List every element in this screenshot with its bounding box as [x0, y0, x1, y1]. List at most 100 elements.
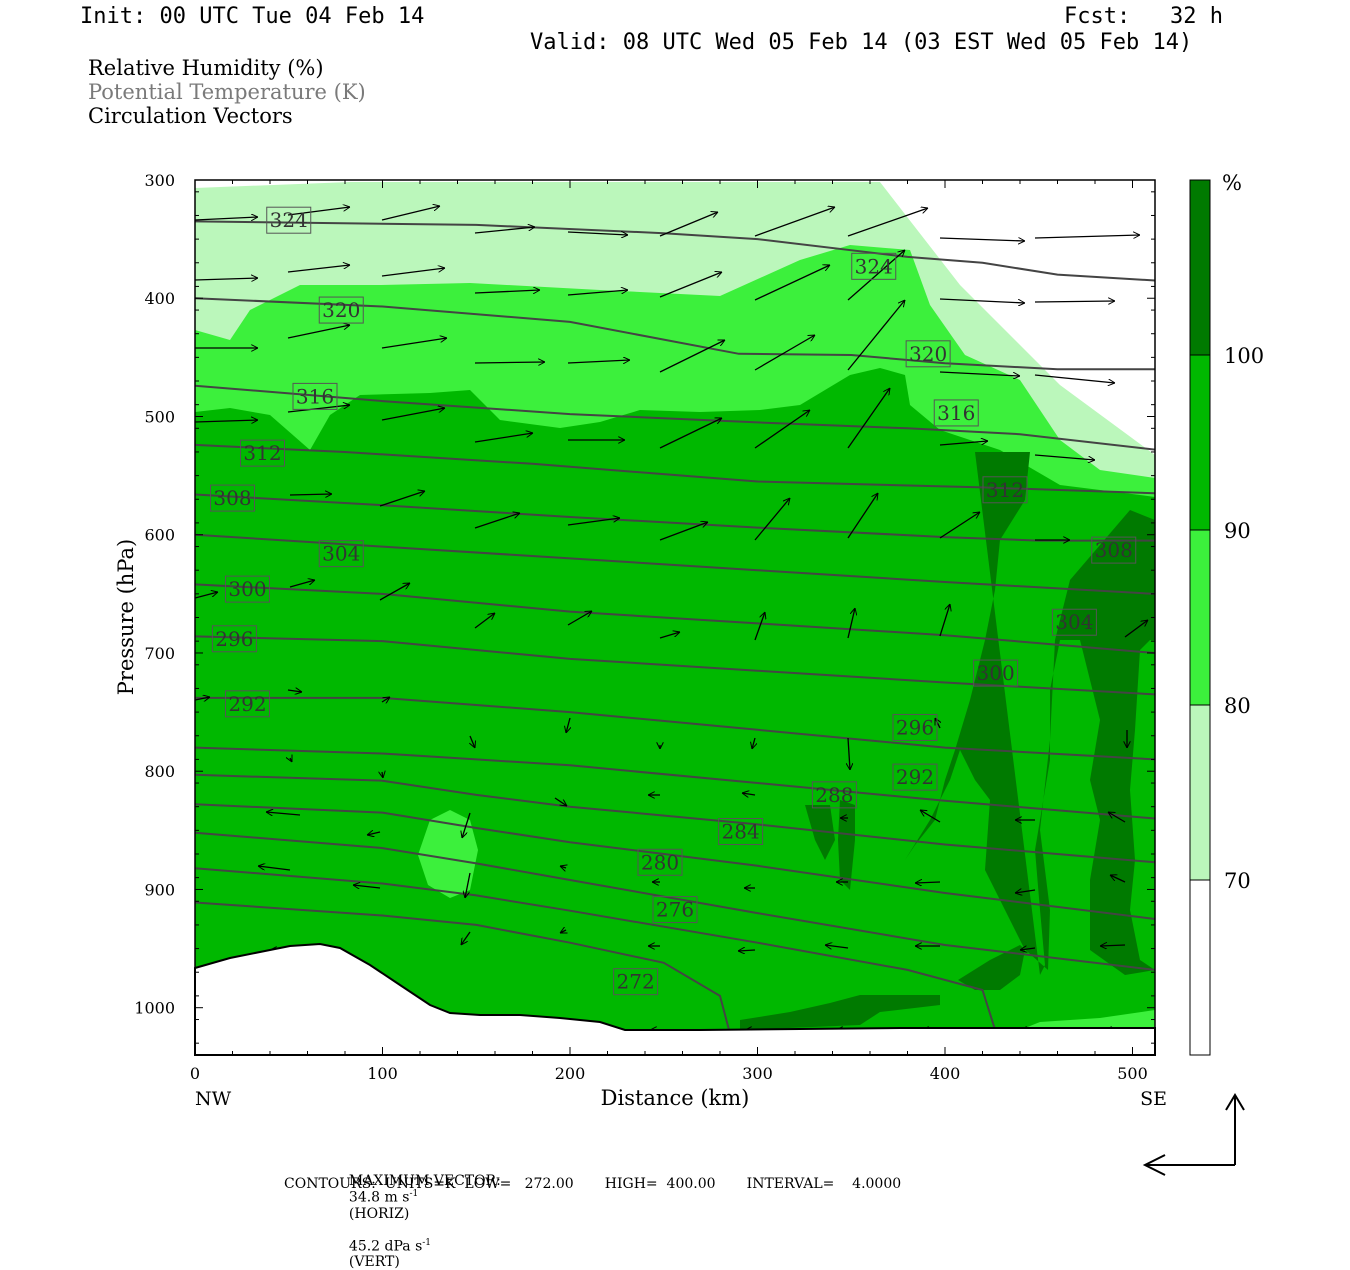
- theta-contour-line: [195, 867, 997, 1032]
- x-tick-label: 200: [555, 1064, 586, 1083]
- colorbar-segment: [1190, 705, 1210, 880]
- contour-label: 304: [1055, 610, 1093, 634]
- contour-label: 312: [243, 441, 281, 465]
- circulation-vector: [554, 797, 567, 806]
- circulation-vector: [1110, 875, 1126, 883]
- x-end-label-right: SE: [1140, 1088, 1167, 1110]
- contour-label: 276: [656, 898, 694, 922]
- circulation-vector: [381, 697, 390, 702]
- contour-label-box: [652, 896, 698, 924]
- circulation-vector: [381, 268, 445, 277]
- circulation-vector: [474, 290, 540, 293]
- circulation-vector: [939, 512, 980, 539]
- circulation-vector: [367, 832, 381, 835]
- contour-label: 312: [986, 478, 1024, 502]
- circulation-vector: [381, 206, 440, 221]
- forecast-hour: Fcst: 32 h: [1064, 4, 1223, 29]
- theta-contour-line: [195, 533, 1155, 595]
- circulation-vector: [915, 882, 941, 883]
- legend-theta: Potential Temperature (K): [88, 80, 366, 104]
- circulation-vector: [754, 410, 810, 449]
- legend-vectors: Circulation Vectors: [88, 104, 293, 128]
- colorbar-segment: [1190, 880, 1210, 1055]
- circulation-vector: [1100, 945, 1126, 946]
- contour-label-box: [210, 484, 255, 512]
- x-end-label-left: NW: [195, 1088, 232, 1110]
- max-vector-horiz: 34.8 m s: [348, 1189, 410, 1206]
- reference-vector-icon: [1142, 1093, 1245, 1176]
- circulation-vector: [1034, 454, 1095, 460]
- contour-label: 316: [937, 401, 975, 425]
- circulation-vector: [195, 278, 258, 280]
- contour-label: 284: [722, 820, 760, 844]
- max-vector-label: MAXIMUM VECTOR:: [348, 1173, 501, 1189]
- circulation-vector: [258, 866, 291, 871]
- circulation-vector: [287, 207, 350, 216]
- circulation-vector: [470, 735, 475, 748]
- circulation-vector: [266, 812, 301, 815]
- circulation-vector: [1020, 948, 1036, 950]
- x-tick-label: 100: [367, 1064, 398, 1083]
- circulation-vector: [290, 758, 293, 762]
- circulation-vector: [742, 793, 756, 795]
- circulation-vector: [567, 518, 620, 526]
- y-tick-label: 500: [144, 407, 175, 426]
- x-tick-label: 500: [1117, 1064, 1148, 1083]
- colorbar-label: 80: [1224, 694, 1251, 718]
- circulation-vector: [474, 362, 545, 363]
- circulation-vector: [754, 265, 830, 301]
- footer-max-vector: MAXIMUM VECTOR: 34.8 m s-1 (HORIZ) 45.2 …: [340, 1157, 501, 1270]
- circulation-vector: [1108, 811, 1126, 823]
- circulation-vector: [560, 930, 566, 934]
- colorbar-segment: [1190, 530, 1210, 705]
- circulation-vector: [567, 610, 592, 626]
- contour-label-box: [973, 659, 1019, 687]
- contour-label-box: [225, 575, 270, 603]
- contour-label: 324: [855, 254, 893, 278]
- contour-label-box: [1051, 608, 1097, 636]
- circulation-vector: [379, 491, 425, 507]
- circulation-vector: [287, 265, 350, 273]
- circulation-vector: [567, 360, 630, 363]
- circulation-vector: [289, 494, 332, 495]
- contour-label: 308: [1095, 538, 1133, 562]
- y-tick-label: 800: [144, 762, 175, 781]
- x-tick-label: 0: [190, 1064, 200, 1083]
- y-tick-label: 300: [144, 171, 175, 190]
- contour-label-box: [292, 382, 338, 410]
- circulation-vector: [659, 522, 708, 541]
- theta-contour-line: [195, 746, 1155, 820]
- circulation-vector: [659, 272, 722, 298]
- colorbar: 70 80 90 100%: [1189, 171, 1264, 1056]
- circulation-vector: [754, 498, 790, 541]
- contour-label: 300: [977, 661, 1015, 685]
- contour-label-box: [718, 818, 764, 846]
- circulation-vector: [195, 420, 258, 422]
- circulation-vector: [1124, 620, 1148, 638]
- circulation-vector: [738, 950, 756, 951]
- circulation-vector: [382, 772, 383, 778]
- contour-label: 300: [228, 577, 266, 601]
- circulation-vector: [287, 690, 302, 692]
- theta-contour-line: [195, 220, 1155, 282]
- circulation-vector: [462, 812, 471, 838]
- terrain-line: [194, 942, 1156, 1056]
- exp-vert: -1: [422, 1237, 432, 1248]
- contour-label-box: [318, 296, 364, 324]
- rh-fill-layer: [195, 182, 1155, 1055]
- contour-label-box: [933, 399, 979, 427]
- y-axis: 300 400 500 600 700 800 900 1000: [134, 171, 1155, 1044]
- colorbar-segment: [1190, 355, 1210, 530]
- contour-label-box: [1091, 536, 1137, 564]
- circulation-vector: [752, 737, 755, 749]
- colorbar-label: 100: [1224, 344, 1264, 368]
- contour-label-box: [613, 968, 659, 996]
- cross-section-chart: 300 400 500 600 700 800 900 1000 0 100 200 300 400 5…: [114, 171, 1264, 1176]
- colorbar-unit: %: [1222, 171, 1242, 195]
- circulation-vector: [920, 810, 941, 823]
- theta-contour-line: [195, 384, 1155, 451]
- horiz-unit: (HORIZ): [348, 1205, 410, 1222]
- theta-contour-line: [195, 803, 1155, 920]
- circulation-vector: [567, 290, 628, 296]
- contour-label-box: [892, 713, 938, 741]
